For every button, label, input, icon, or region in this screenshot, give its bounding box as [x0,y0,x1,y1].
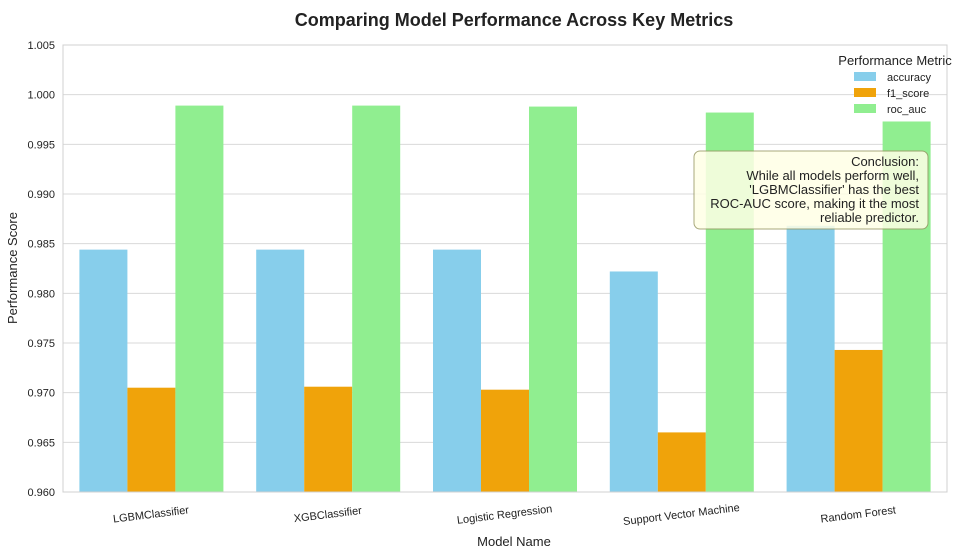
x-tick-label: XGBClassifier [293,505,363,525]
y-ticks: 0.960 0.965 0.970 0.975 0.980 0.985 0.990 0.995… [27,40,55,499]
bar-accuracy-1 [256,249,305,492]
bar-accuracy-2 [433,249,481,492]
y-tick-label: 0.960 [27,487,55,499]
bar-roc_auc-1 [352,105,401,493]
bar-f1_score-3 [657,432,706,492]
annotation-line: While all models perform well, [746,168,919,183]
legend-label-accuracy: accuracy [887,72,932,84]
chart-title: Comparing Model Performance Across Key M… [295,10,733,30]
x-axis-label: Model Name [477,534,551,549]
y-tick-label: 0.995 [27,139,55,151]
annotation-line: Conclusion: [851,154,919,169]
legend-title: Performance Metric [838,53,952,68]
bar-roc_auc-2 [529,106,577,492]
bar-f1_score-2 [481,389,529,492]
legend: Performance Metric accuracy f1_score roc_a… [838,53,952,116]
legend-label-f1_score: f1_score [887,88,929,100]
x-tick-label: Random Forest [820,504,897,525]
annotation-line: ROC-AUC score, making it the most [710,196,919,211]
x-tick-label: Support Vector Machine [622,502,740,528]
y-tick-label: 0.980 [27,288,55,300]
legend-label-roc_auc: roc_auc [887,104,927,116]
legend-swatch-roc_auc [854,104,876,113]
annotation-line: 'LGBMClassifier' has the best [749,182,919,197]
y-tick-label: 1.005 [27,40,55,52]
bar-f1_score-4 [834,349,883,492]
x-ticks: LGBMClassifier XGBClassifier Logistic Regr… [112,502,896,528]
bar-f1_score-0 [127,387,176,492]
y-tick-label: 0.985 [27,239,55,251]
bar-accuracy-3 [609,271,658,492]
bar-accuracy-0 [79,249,128,492]
legend-swatch-f1_score [854,88,876,97]
y-tick-label: 0.975 [27,338,55,350]
conclusion-annotation: Conclusion:While all models perform well… [693,150,929,230]
bar-accuracy-4 [786,225,835,492]
bar-f1_score-1 [304,386,353,492]
bar-roc_auc-0 [175,105,224,493]
annotation-box [693,150,929,230]
legend-swatch-accuracy [854,72,876,81]
y-tick-label: 0.970 [27,388,55,400]
bars [79,105,931,493]
plot-frame [62,44,948,493]
y-tick-label: 0.990 [27,189,55,201]
x-tick-label: Logistic Regression [456,503,553,527]
annotation-line: reliable predictor. [820,210,919,225]
y-tick-label: 1.000 [27,90,55,102]
x-tick-label: LGBMClassifier [112,504,190,525]
y-tick-label: 0.965 [27,437,55,449]
y-axis-label: Performance Score [5,212,20,324]
